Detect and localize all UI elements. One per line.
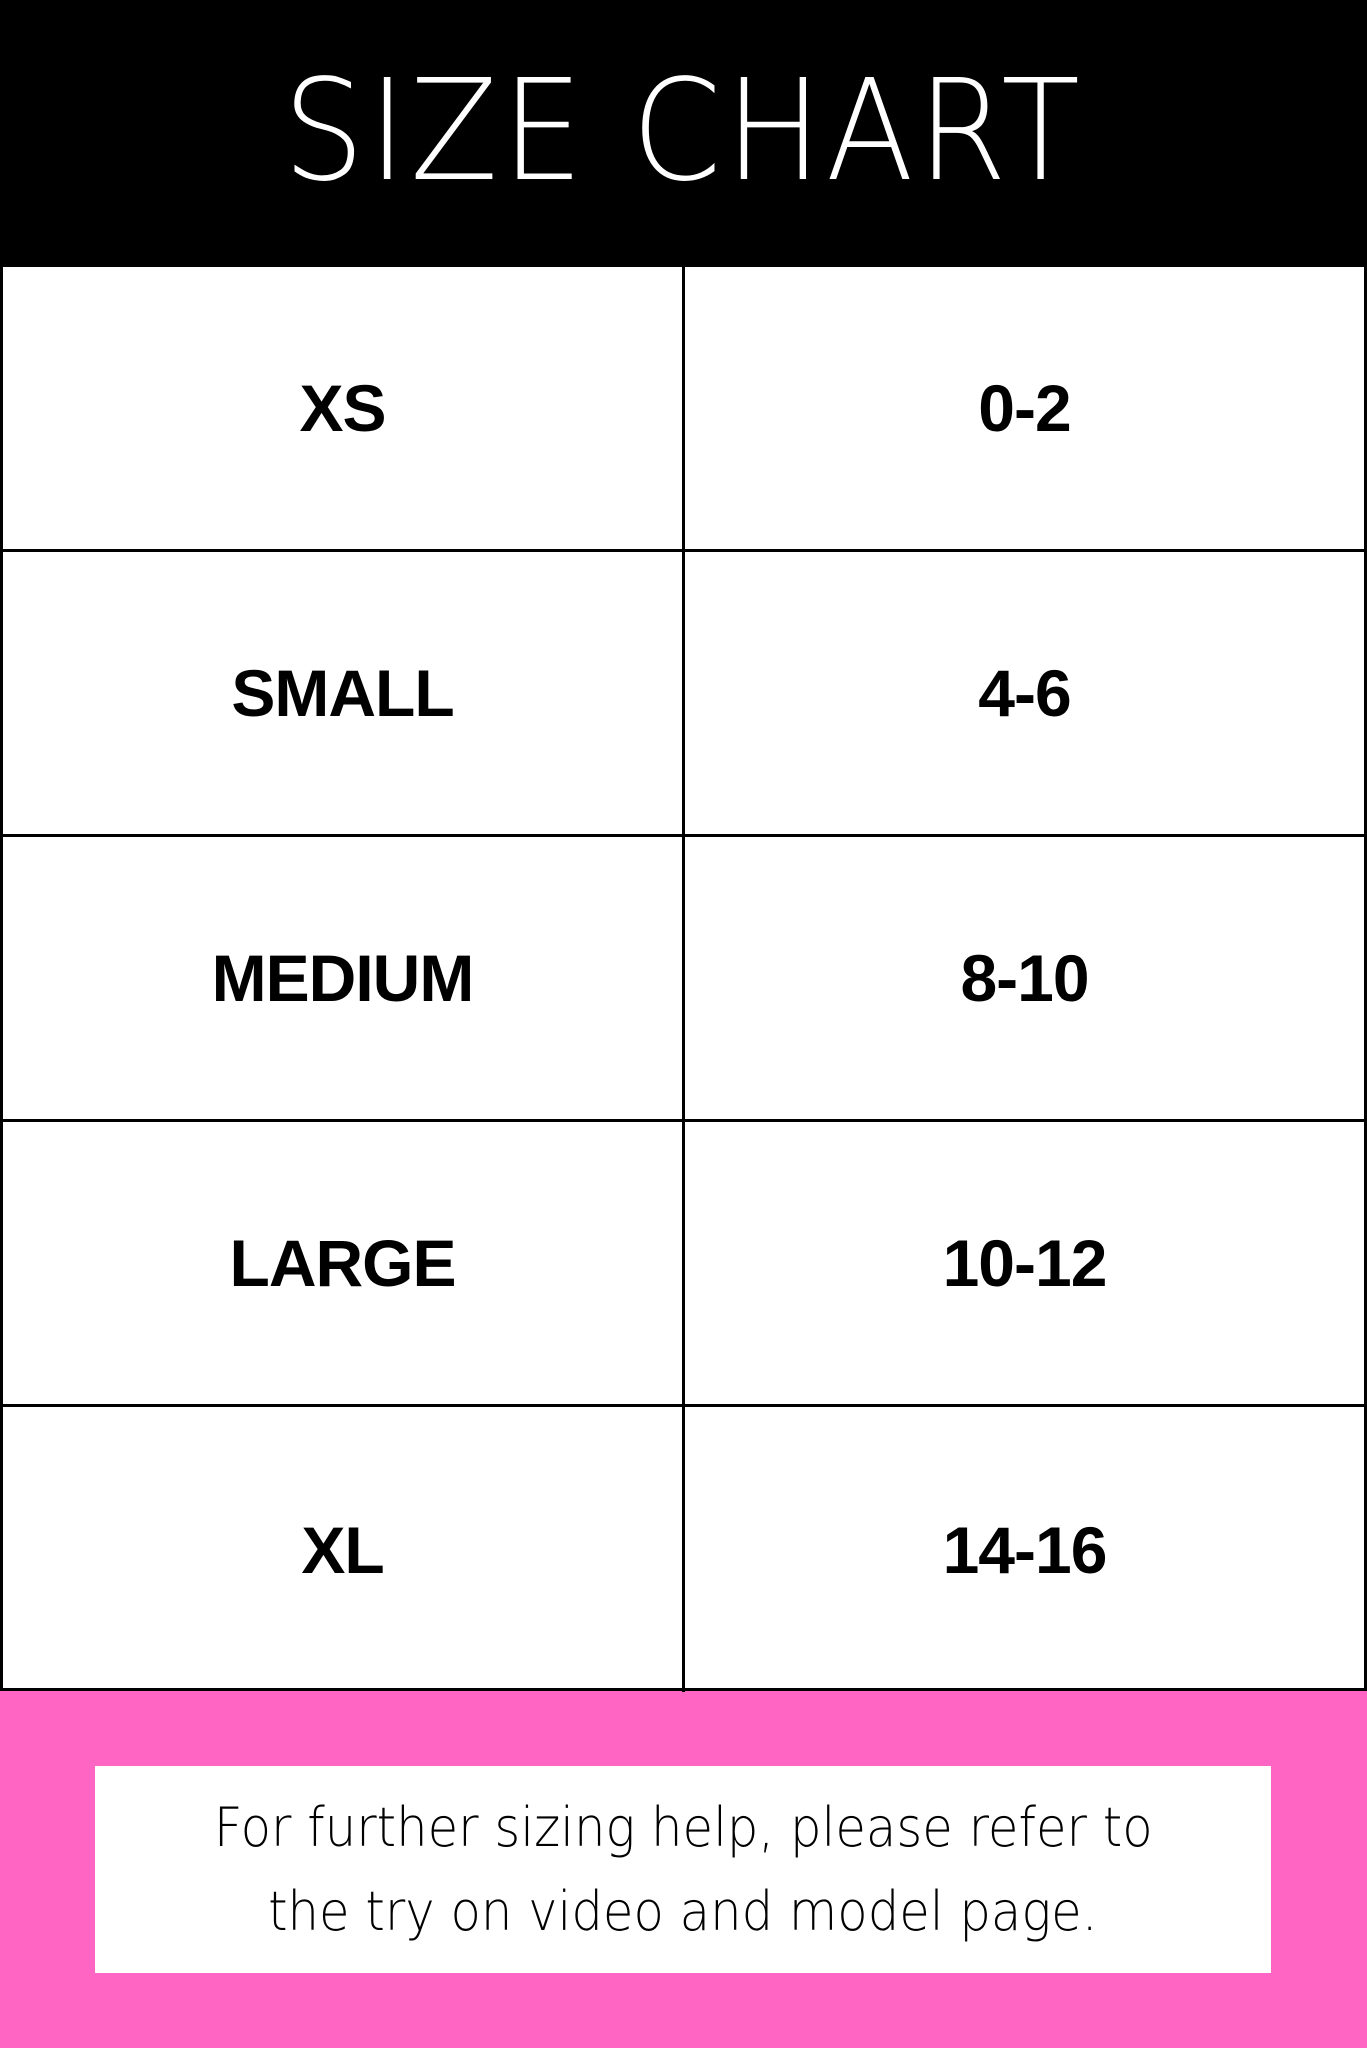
size-table: XS 0-2 SMALL 4-6 MEDIUM 8-10 LARGE 10-12… <box>0 263 1367 1692</box>
size-label: XL <box>3 1407 685 1692</box>
size-label: LARGE <box>3 1122 685 1404</box>
table-row: LARGE 10-12 <box>3 1122 1364 1407</box>
size-range: 4-6 <box>978 656 1071 730</box>
size-range: 10-12 <box>942 1226 1108 1300</box>
size-range: 14-16 <box>942 1512 1108 1587</box>
table-row: XL 14-16 <box>3 1407 1364 1692</box>
table-row: XS 0-2 <box>3 267 1364 552</box>
note-line-2: the try on video and model page. <box>268 1879 1098 1943</box>
note-line-1: For further sizing help, please refer to <box>213 1795 1153 1859</box>
size-label: SMALL <box>3 552 685 834</box>
sizing-help-note: For further sizing help, please refer to… <box>95 1766 1271 1973</box>
table-row: SMALL 4-6 <box>3 552 1364 837</box>
size-range: 8-10 <box>960 941 1089 1015</box>
size-label: MEDIUM <box>3 837 685 1119</box>
page-title: SIZE CHART <box>283 50 1084 213</box>
table-row: MEDIUM 8-10 <box>3 837 1364 1122</box>
header-banner: SIZE CHART <box>0 0 1367 263</box>
size-label: XS <box>3 267 685 549</box>
size-range: 0-2 <box>978 371 1071 445</box>
